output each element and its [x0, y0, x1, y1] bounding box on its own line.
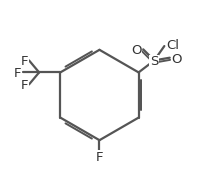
Text: O: O — [171, 53, 182, 66]
Text: S: S — [150, 55, 159, 68]
Text: F: F — [96, 151, 103, 164]
Text: F: F — [21, 79, 28, 92]
Text: F: F — [14, 67, 21, 80]
Text: Cl: Cl — [166, 39, 179, 52]
Text: F: F — [21, 55, 28, 68]
Text: O: O — [131, 44, 142, 57]
